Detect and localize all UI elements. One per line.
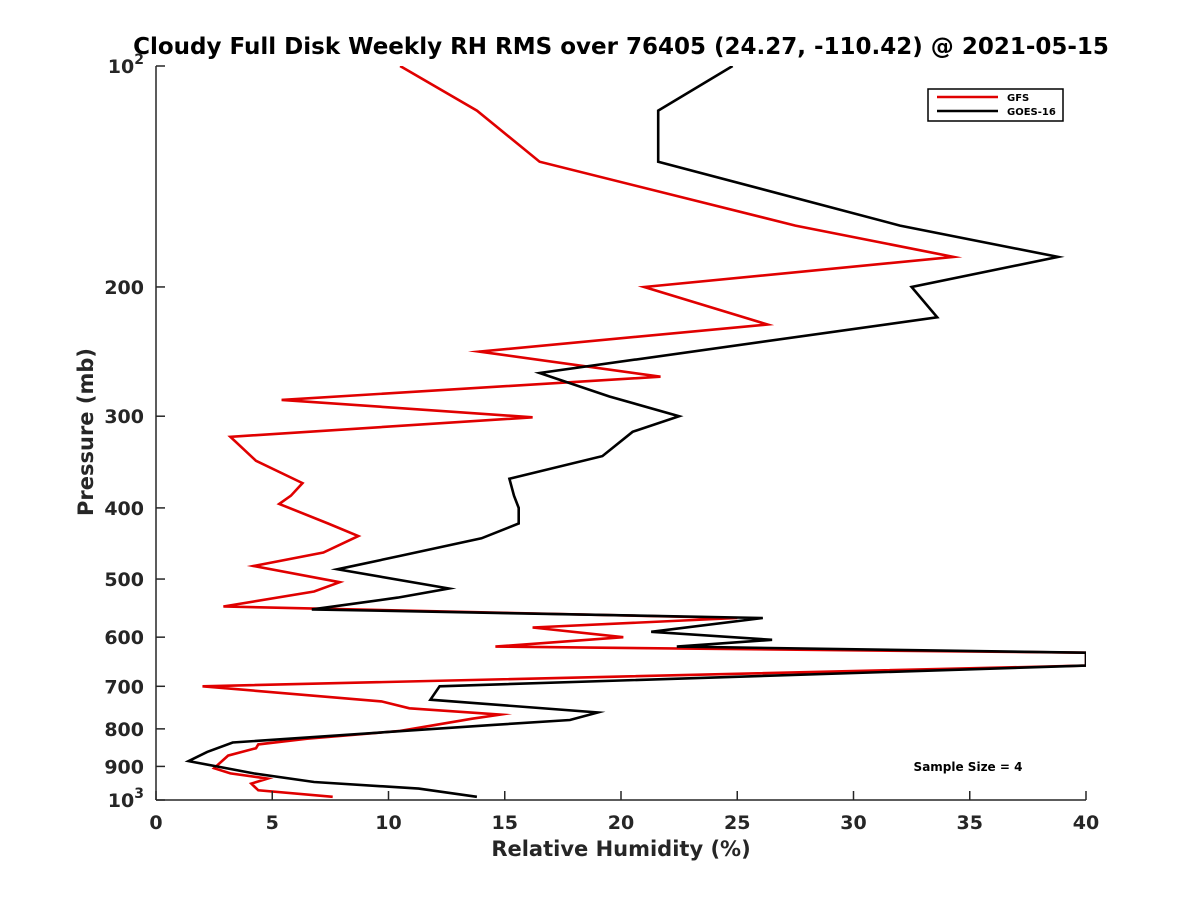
y-tick-label: 600 <box>104 627 144 649</box>
y-axis-title: Pressure (mb) <box>74 348 98 516</box>
y-tick-label: 900 <box>104 756 144 778</box>
legend-gfs-label: GFS <box>1007 93 1029 104</box>
chart-title: Cloudy Full Disk Weekly RH RMS over 7640… <box>133 34 1109 60</box>
plot-lines <box>184 66 1086 799</box>
legend-box <box>927 88 1064 122</box>
legend: GFS GOES-16 <box>927 88 1064 122</box>
y-tick-label: 800 <box>104 719 144 741</box>
y-tick-label: 400 <box>104 498 144 520</box>
sample-size-annotation: Sample Size = 4 <box>914 760 1023 774</box>
series-line-gfs <box>202 66 1086 799</box>
series-line-goes-16 <box>184 66 1086 799</box>
y-tick-label: 200 <box>104 277 144 299</box>
y-tick-label: 300 <box>104 406 144 428</box>
x-tick-label: 35 <box>957 812 983 834</box>
x-tick-label: 25 <box>724 812 750 834</box>
legend-goes16-label: GOES-16 <box>1007 107 1056 118</box>
x-tick-label: 30 <box>840 812 866 834</box>
x-tick-label: 0 <box>149 812 162 834</box>
x-tick-label: 15 <box>492 812 518 834</box>
y-tick-label: 102 <box>108 52 144 78</box>
y-tick-label: 103 <box>108 786 144 812</box>
y-axis-ticks: 102 200 300 400 500 600 700 800 900 103 <box>104 52 165 812</box>
x-tick-label: 5 <box>266 812 279 834</box>
y-tick-label: 700 <box>104 676 144 698</box>
y-tick-label: 500 <box>104 569 144 591</box>
x-axis-title: Relative Humidity (%) <box>491 837 750 861</box>
x-axis-ticks: 0 5 10 15 20 25 30 35 40 <box>149 791 1099 834</box>
x-tick-label: 40 <box>1073 812 1099 834</box>
x-tick-label: 20 <box>608 812 634 834</box>
x-tick-label: 10 <box>375 812 401 834</box>
